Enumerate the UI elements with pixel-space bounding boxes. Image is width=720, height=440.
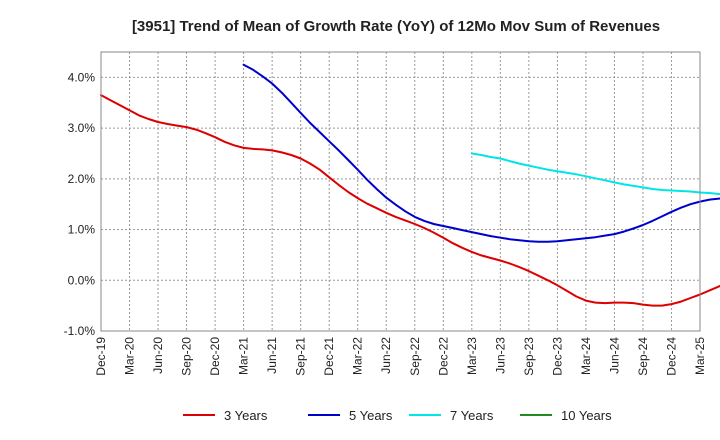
x-tick-label: Mar-22 — [351, 337, 365, 375]
series-line-3-years — [100, 94, 720, 307]
x-tick-label: Dec-20 — [208, 337, 222, 376]
legend-label-7-years: 7 Years — [450, 408, 494, 423]
x-tick-label: Dec-21 — [322, 337, 336, 376]
y-tick-label: 2.0% — [68, 172, 96, 186]
x-tick-label: Jun-24 — [607, 337, 621, 374]
series-line-5-years — [242, 63, 720, 243]
x-tick-label: Dec-24 — [664, 337, 678, 376]
grid — [100, 52, 701, 332]
x-tick-label: Sep-21 — [294, 337, 308, 376]
y-axis-ticks: -1.0% 0.0% 1.0% 2.0% 3.0% 4.0% — [64, 70, 96, 338]
x-tick-label: Jun-21 — [265, 337, 279, 374]
x-tick-label: Dec-22 — [436, 337, 450, 376]
x-tick-label: Sep-24 — [636, 337, 650, 376]
plot-area-border — [100, 51, 701, 332]
y-tick-label: -1.0% — [64, 324, 96, 338]
x-tick-label: Sep-20 — [180, 337, 194, 376]
x-tick-label: Mar-23 — [465, 337, 479, 375]
y-tick-label: 3.0% — [68, 121, 96, 135]
x-tick-label: Mar-20 — [123, 337, 137, 375]
x-axis-ticks: Dec-19 Mar-20 Jun-20 Sep-20 Dec-20 Mar-21 Jun-… — [94, 337, 707, 376]
x-tick-label: Dec-23 — [550, 337, 564, 376]
x-tick-label: Mar-24 — [579, 337, 593, 375]
y-tick-label: 4.0% — [68, 70, 96, 84]
legend-label-10-years: 10 Years — [561, 408, 612, 423]
y-tick-label: 0.0% — [68, 273, 96, 287]
x-tick-label: Mar-25 — [693, 337, 707, 375]
legend: 3 Years 5 Years 7 Years 10 Years — [183, 408, 612, 423]
x-tick-label: Jun-22 — [379, 337, 393, 374]
chart-title: [3951] Trend of Mean of Growth Rate (YoY… — [132, 18, 660, 35]
x-tick-label: Jun-20 — [151, 337, 165, 374]
x-tick-label: Mar-21 — [237, 337, 251, 375]
legend-label-5-years: 5 Years — [349, 408, 393, 423]
series-lines — [100, 63, 720, 307]
x-tick-label: Sep-23 — [522, 337, 536, 376]
x-tick-label: Sep-22 — [408, 337, 422, 376]
x-tick-label: Jun-23 — [493, 337, 507, 374]
legend-label-3-years: 3 Years — [224, 408, 268, 423]
y-tick-label: 1.0% — [68, 223, 96, 237]
series-line-7-years — [470, 152, 720, 196]
x-tick-label: Dec-19 — [94, 337, 108, 376]
